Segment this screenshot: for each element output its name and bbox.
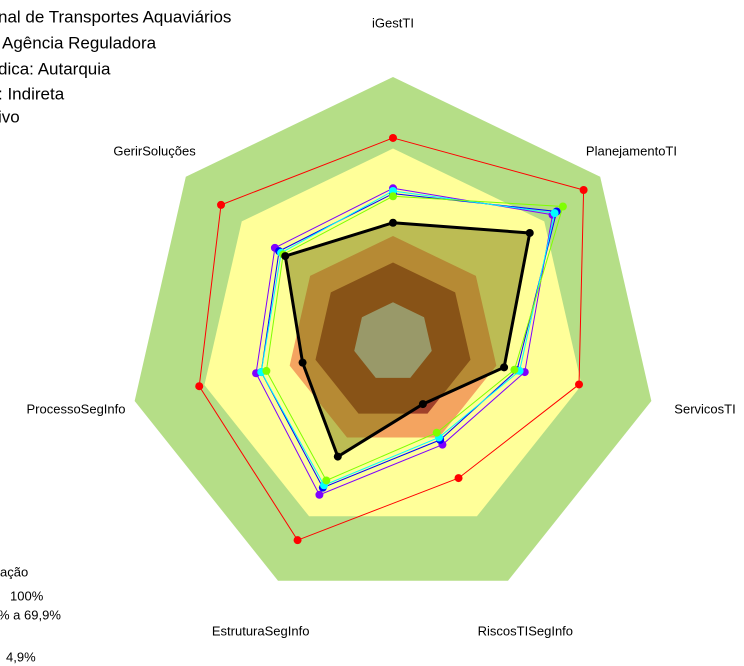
series-point <box>315 490 324 499</box>
series-line <box>198 137 585 541</box>
series-point <box>525 228 534 237</box>
series-point <box>389 192 397 201</box>
title-line: dica: Autarquia <box>0 59 111 78</box>
series-point <box>195 382 204 391</box>
axis-label: ProcessoSegInfo <box>26 401 125 416</box>
series-point <box>389 218 397 227</box>
series-point <box>333 452 342 461</box>
series-line <box>255 187 554 496</box>
series-point <box>558 202 567 211</box>
series-point <box>575 380 584 389</box>
legend-text: % a 69,9% <box>0 607 61 622</box>
title-line: Agência Reguladora <box>2 33 157 52</box>
title-block: nal de Transportes Aquaviários Agência R… <box>0 7 231 126</box>
series-point <box>262 366 271 375</box>
title-line: nal de Transportes Aquaviários <box>0 7 231 26</box>
title-line: : Indireta <box>0 84 65 103</box>
series-point <box>389 133 397 142</box>
axis-label: ServicosTI <box>674 401 735 416</box>
series-point <box>454 474 463 483</box>
axis-label: GerirSoluções <box>113 143 196 158</box>
series-point <box>432 428 441 437</box>
series-point <box>281 252 290 261</box>
series-line <box>265 195 564 482</box>
series-point <box>500 363 509 372</box>
series-line <box>283 221 532 459</box>
series-line <box>260 190 556 486</box>
title-line: ivo <box>0 107 20 126</box>
legend-text: 4,9% <box>6 649 36 664</box>
axis-label: RiscosTISegInfo <box>478 623 573 638</box>
legend: ação 100% % a 69,9% 4,9% <box>0 564 61 664</box>
series-point <box>293 536 302 545</box>
series-point <box>579 185 588 194</box>
legend-text: ação <box>0 564 28 579</box>
series-line <box>260 193 558 489</box>
legend-text: 100% <box>10 588 44 603</box>
axis-label: iGestTI <box>372 15 414 30</box>
axis-label: PlanejamentoTI <box>586 143 677 158</box>
axis-label: EstruturaSegInfo <box>212 623 310 638</box>
series-point <box>418 400 427 409</box>
series-point <box>298 358 307 367</box>
series-point <box>550 209 559 218</box>
series-point <box>510 365 519 374</box>
series-point <box>217 200 226 209</box>
band <box>354 302 432 378</box>
series-point <box>322 476 331 485</box>
